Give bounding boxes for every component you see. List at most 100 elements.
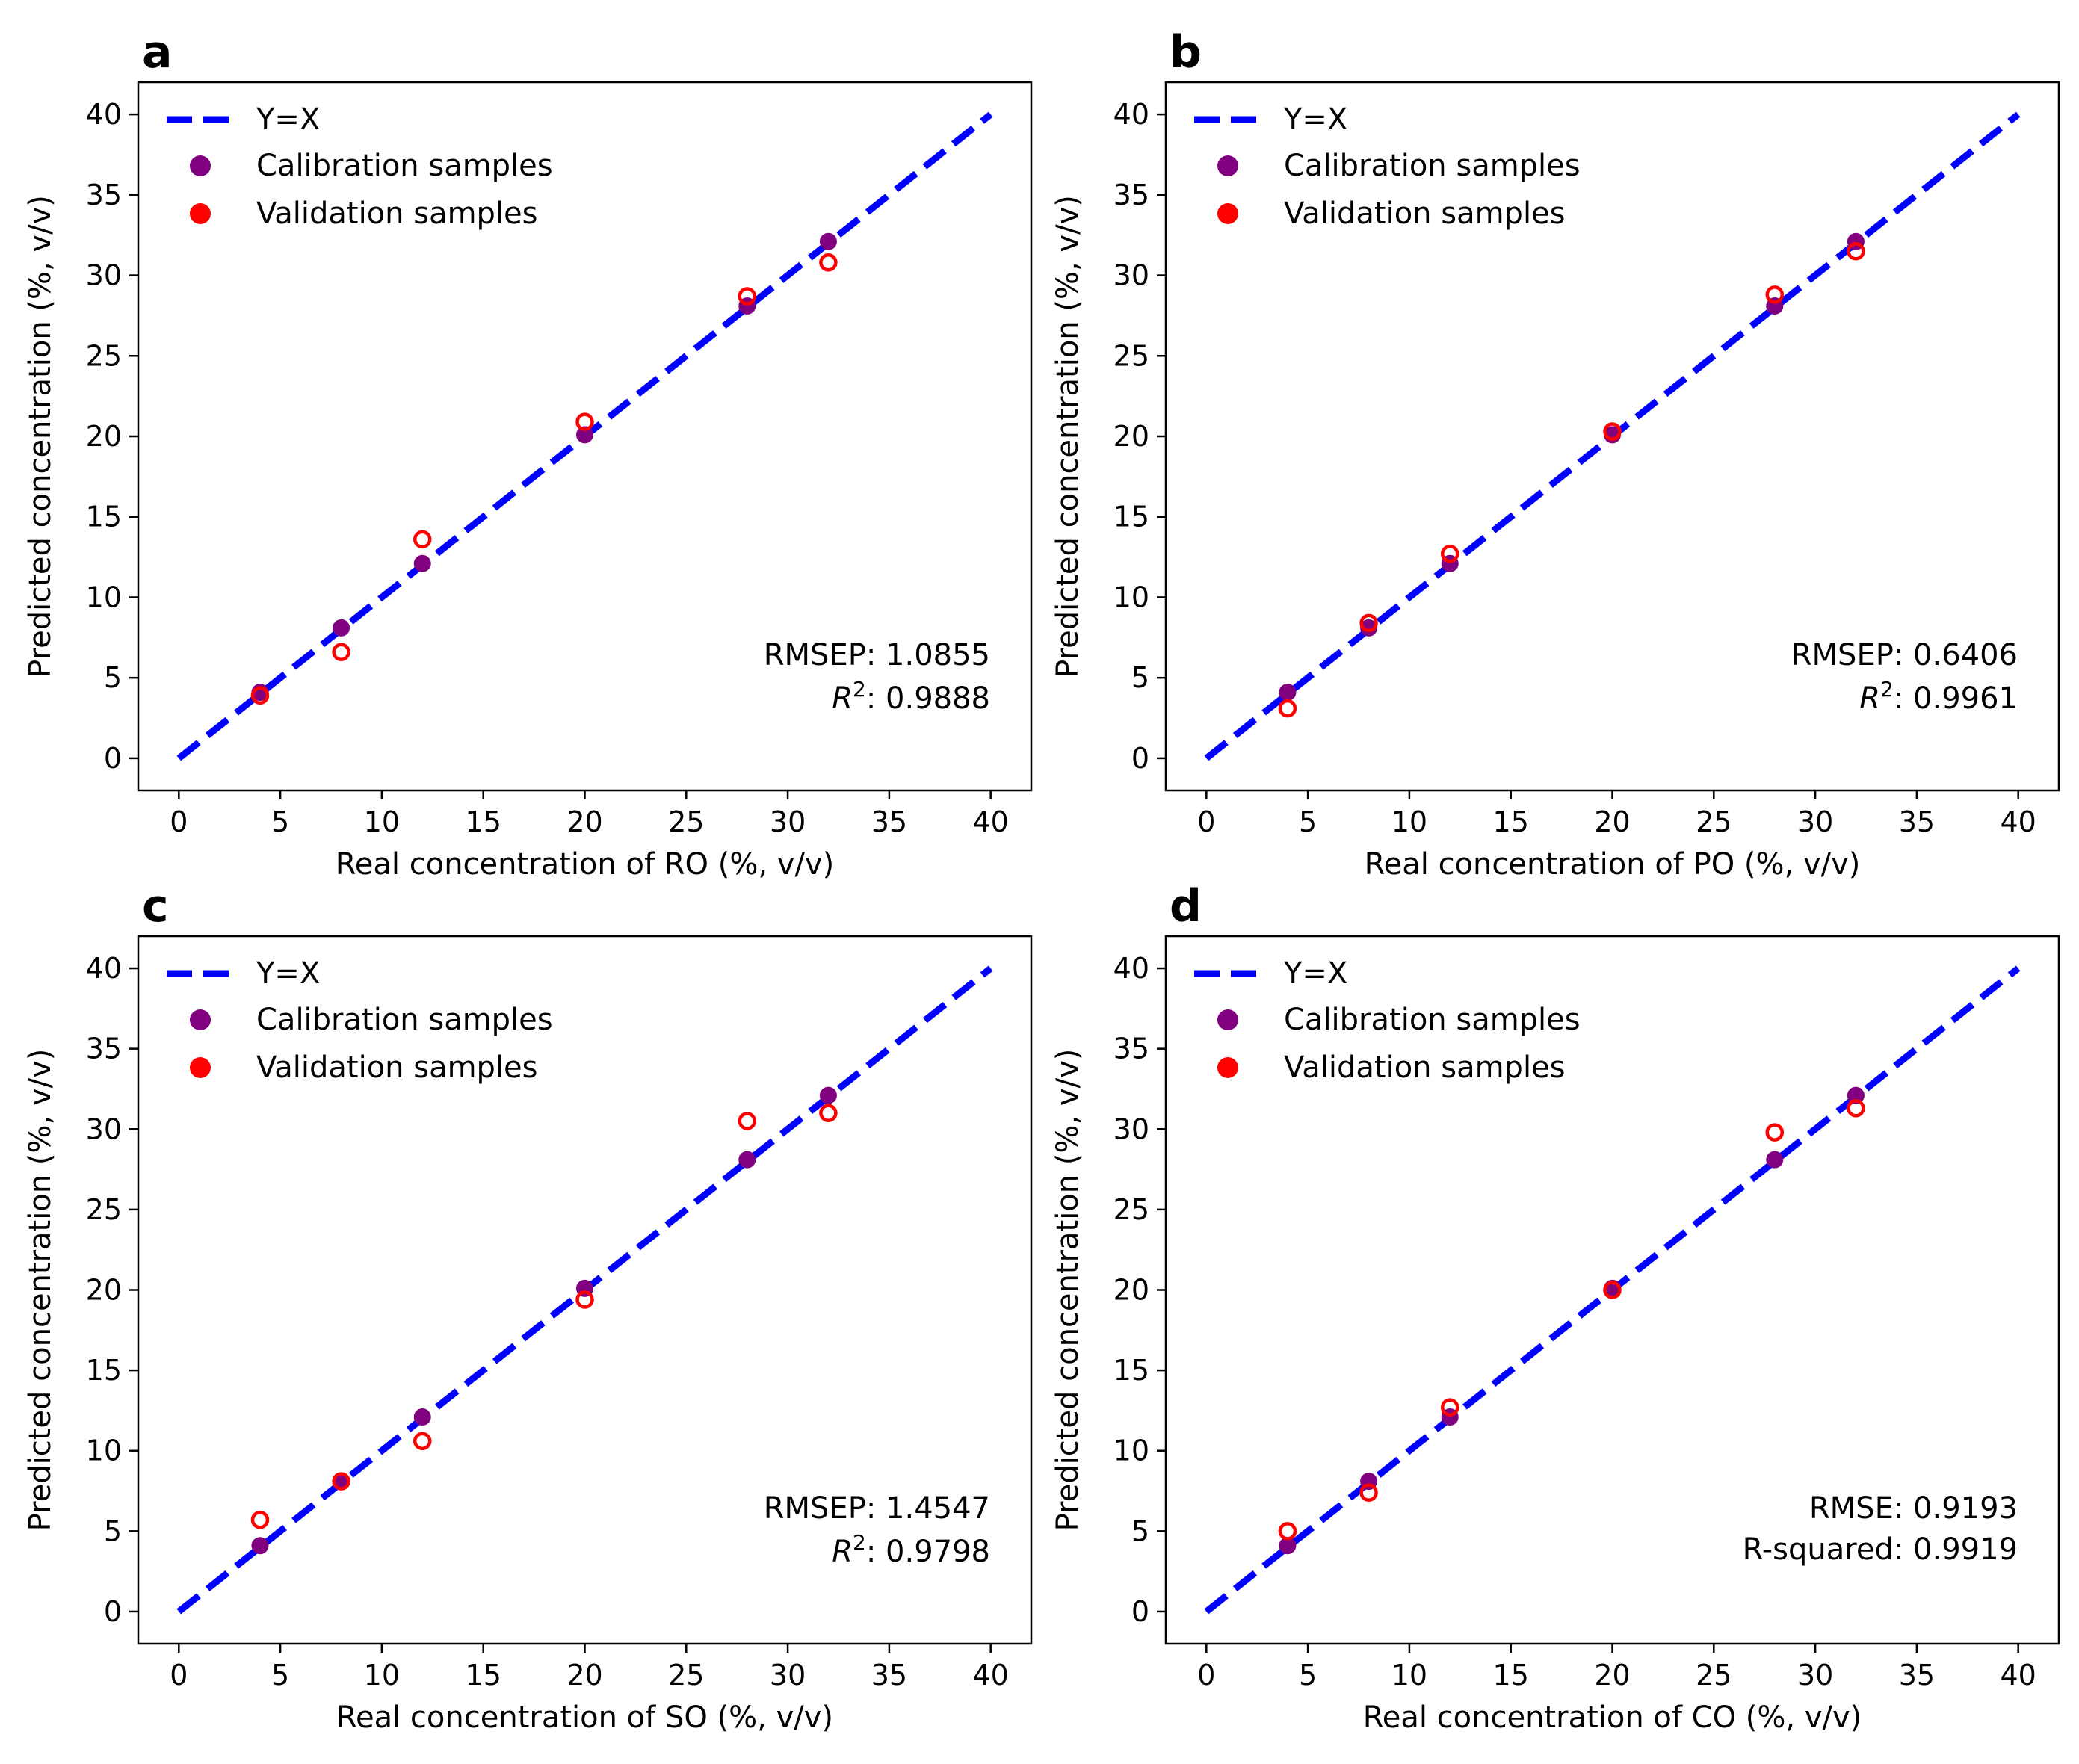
y-tick-label: 10 <box>86 581 122 613</box>
validation-point <box>738 1112 757 1130</box>
r-squared-stat: R2: 0.9798 <box>832 1530 990 1570</box>
validation-point <box>1603 422 1622 441</box>
x-tick-label: 10 <box>364 805 400 838</box>
validation-point <box>575 1290 594 1309</box>
r-squared-symbol: R <box>832 681 853 716</box>
calibration-point <box>576 426 593 444</box>
calibration-point <box>413 1408 431 1426</box>
calibration-point <box>1766 1151 1784 1169</box>
y-tick-label: 0 <box>1131 742 1149 775</box>
legend-calibration-swatch <box>190 155 211 176</box>
rmse-stat: RMSEP: 0.6406 <box>1791 638 2018 672</box>
x-axis-label: Real concentration of SO (%, v/v) <box>336 1700 833 1735</box>
x-tick-label: 40 <box>973 1659 1009 1692</box>
calibration-point <box>819 1086 837 1104</box>
y-tick-label: 20 <box>1113 1274 1149 1307</box>
y-tick-label: 40 <box>86 98 122 131</box>
rmse-stat: RMSE: 0.9193 <box>1809 1491 2018 1526</box>
y-tick-label: 40 <box>1113 98 1149 131</box>
calibration-point <box>1279 684 1297 702</box>
r-squared-stat: R2: 0.9888 <box>832 677 990 717</box>
legend-label-validation: Validation samples <box>256 1050 538 1085</box>
validation-point <box>1440 545 1459 563</box>
y-tick-label: 0 <box>104 1595 122 1628</box>
x-tick-label: 10 <box>364 1659 400 1692</box>
y-tick-label: 40 <box>1113 952 1149 985</box>
x-tick-label: 30 <box>770 805 806 838</box>
r-squared-superscript: 2 <box>1880 677 1894 702</box>
validation-point <box>1847 1099 1865 1118</box>
y-tick-label: 5 <box>1131 1514 1149 1547</box>
legend-calibration-swatch <box>1217 155 1238 176</box>
validation-point <box>575 412 594 431</box>
x-axis-label: Real concentration of RO (%, v/v) <box>336 847 834 882</box>
y-tick-label: 35 <box>1113 1033 1149 1065</box>
r-squared-value: : 0.9961 <box>1894 681 2018 716</box>
y-tick-label: 25 <box>86 339 122 372</box>
y-tick-label: 20 <box>86 420 122 453</box>
validation-point <box>1359 1483 1378 1502</box>
x-tick-label: 10 <box>1391 1659 1427 1692</box>
x-tick-label: 20 <box>566 1659 602 1692</box>
y-axis-label: Predicted concentration (%, v/v) <box>1051 1049 1085 1532</box>
y-tick-label: 30 <box>86 259 122 292</box>
x-tick-label: 30 <box>1797 805 1833 838</box>
legend-label-calibration: Calibration samples <box>1284 1003 1581 1037</box>
x-tick-label: 25 <box>668 1659 704 1692</box>
y-axis-label: Predicted concentration (%, v/v) <box>23 1049 58 1532</box>
x-tick-label: 35 <box>1899 1659 1935 1692</box>
legend-validation-swatch <box>1217 1057 1238 1078</box>
x-tick-label: 40 <box>973 805 1009 838</box>
calibration-point <box>333 619 350 637</box>
x-tick-label: 20 <box>1594 805 1630 838</box>
x-tick-label: 0 <box>170 805 188 838</box>
y-tick-label: 15 <box>1113 501 1149 533</box>
y-tick-label: 35 <box>1113 179 1149 211</box>
panel-letter: b <box>1170 26 1202 78</box>
panel-c: c 0 5 10 15 20 25 30 35 40 0 5 10 15 20 25 30 35 40 Real co… <box>23 880 1033 1735</box>
y-tick-label: 40 <box>86 952 122 985</box>
x-tick-label: 25 <box>668 805 704 838</box>
panel-b: b 0 5 10 15 20 25 30 35 40 0 5 10 15 20 25 30 35 40 Real co… <box>1051 26 2060 882</box>
y-tick-label: 5 <box>1131 661 1149 694</box>
x-tick-label: 30 <box>770 1659 806 1692</box>
r-squared-value: : 0.9888 <box>866 681 990 716</box>
x-tick-label: 5 <box>1299 1659 1317 1692</box>
x-tick-label: 15 <box>466 1659 501 1692</box>
x-tick-label: 5 <box>1299 805 1317 838</box>
y-tick-label: 0 <box>1131 1595 1149 1628</box>
validation-point <box>1603 1281 1622 1299</box>
y-tick-label: 10 <box>86 1435 122 1467</box>
x-tick-label: 15 <box>1493 805 1529 838</box>
legend-label-yx: Y=X <box>1283 102 1347 137</box>
validation-point <box>819 253 838 272</box>
x-tick-label: 25 <box>1696 805 1732 838</box>
y-tick-label: 15 <box>1113 1354 1149 1387</box>
validation-point <box>819 1104 838 1122</box>
legend-label-validation: Validation samples <box>1284 196 1566 231</box>
panel-letter: a <box>142 26 173 78</box>
validation-point <box>1278 699 1297 718</box>
validation-point <box>332 1472 350 1491</box>
x-tick-label: 40 <box>2001 1659 2036 1692</box>
y-tick-label: 10 <box>1113 581 1149 613</box>
x-tick-label: 20 <box>566 805 602 838</box>
y-tick-label: 25 <box>86 1193 122 1226</box>
panel-letter: c <box>142 880 169 932</box>
r-squared-symbol: R <box>832 1535 853 1569</box>
x-tick-label: 35 <box>871 1659 907 1692</box>
legend: Y=X Calibration samples Validation samples <box>1194 102 1581 231</box>
legend: Y=X Calibration samples Validation samples <box>1194 956 1581 1085</box>
legend-label-validation: Validation samples <box>1284 1050 1566 1085</box>
panel-a: a 0 5 10 15 20 25 30 35 40 0 5 10 15 20 25 30 35 40 Real co… <box>23 26 1033 882</box>
legend-label-calibration: Calibration samples <box>1284 149 1581 183</box>
x-tick-label: 0 <box>1197 805 1215 838</box>
legend-label-calibration: Calibration samples <box>256 1003 553 1037</box>
validation-point <box>250 686 270 705</box>
y-tick-label: 35 <box>86 1033 122 1065</box>
y-tick-label: 15 <box>86 1354 122 1387</box>
legend-label-yx: Y=X <box>1283 956 1347 991</box>
x-tick-label: 35 <box>871 805 907 838</box>
r-squared-symbol: R <box>1859 681 1880 716</box>
legend-label-validation: Validation samples <box>256 196 538 231</box>
